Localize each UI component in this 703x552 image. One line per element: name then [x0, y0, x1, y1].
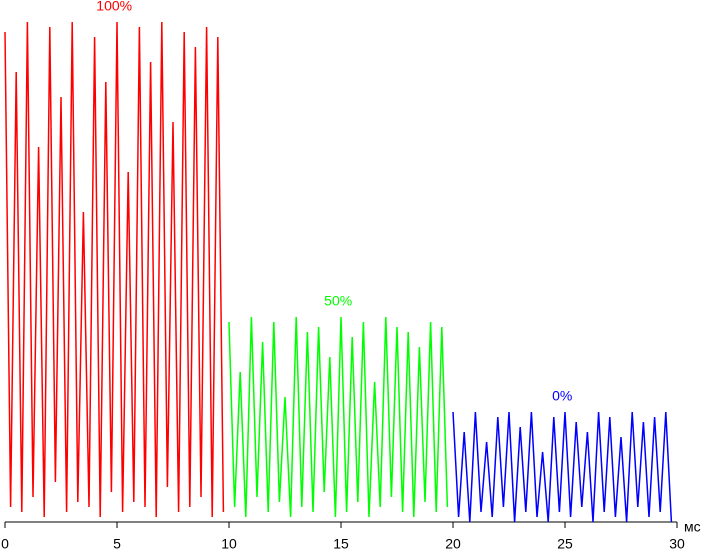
x-tick-label: 0 — [1, 536, 9, 552]
x-tick-label: 20 — [445, 536, 461, 552]
x-tick-label: 5 — [113, 536, 121, 552]
x-tick-label: 25 — [557, 536, 573, 552]
x-tick-label: 10 — [221, 536, 237, 552]
x-axis-label: мс — [684, 519, 701, 535]
x-tick-label: 15 — [333, 536, 349, 552]
signal-line — [228, 316, 449, 518]
series-label: 100% — [96, 0, 132, 14]
signal-line — [4, 21, 225, 518]
series-label: 50% — [324, 293, 352, 309]
signal-line — [452, 411, 673, 523]
x-tick-label: 30 — [669, 536, 685, 552]
series-label: 0% — [552, 388, 572, 404]
